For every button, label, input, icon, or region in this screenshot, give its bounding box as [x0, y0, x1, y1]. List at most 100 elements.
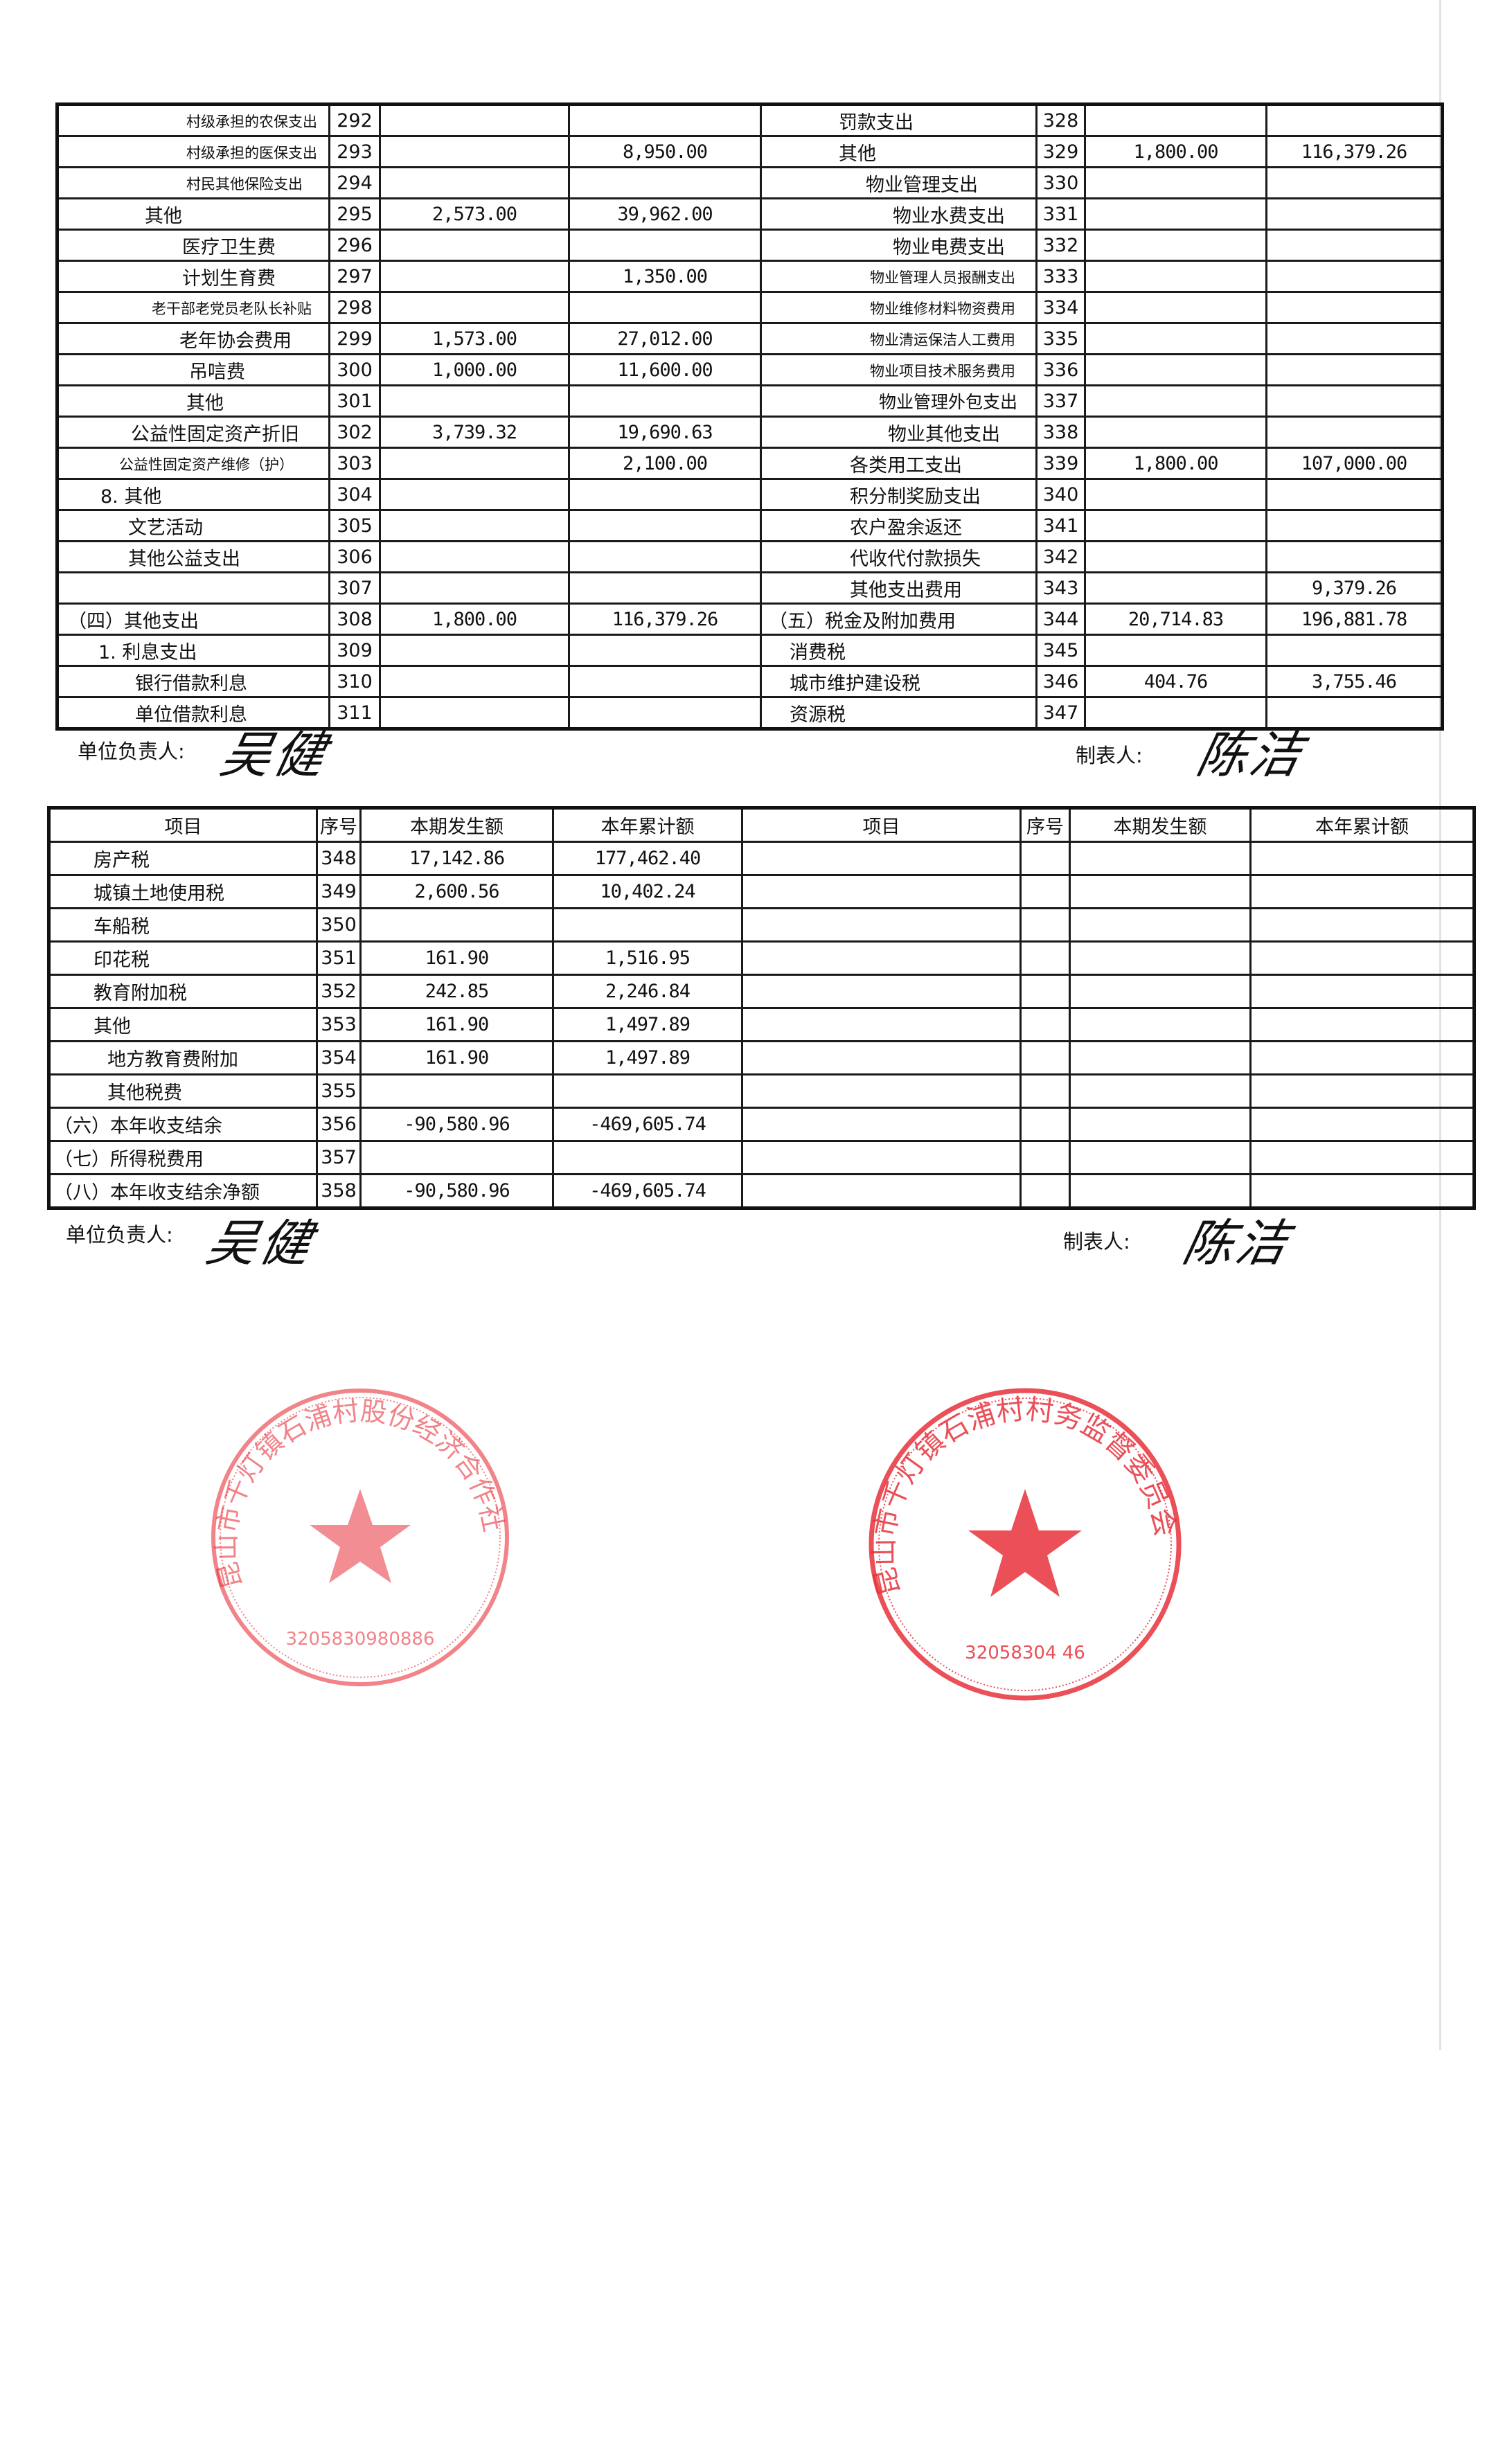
- current-amount-cell: [1084, 540, 1267, 573]
- stamp-left-code: 3205830980886: [285, 1629, 434, 1650]
- item-cell: 老年协会费用: [56, 322, 330, 355]
- current-amount-cell: [1069, 874, 1252, 909]
- cumulative-amount-cell: [1249, 1040, 1475, 1075]
- table-row: 307 其他支出费用 343 9,379.26: [56, 571, 1443, 605]
- table-row: 其他 353 161.90 1,497.89: [48, 1007, 1475, 1042]
- item-cell: 物业其他支出: [760, 416, 1038, 449]
- cumulative-amount-cell: [1265, 229, 1443, 262]
- current-amount-cell: [1069, 907, 1252, 943]
- current-amount-cell: [1084, 103, 1267, 137]
- cumulative-amount-cell: 19,690.63: [568, 416, 762, 449]
- item-cell: 教育附加税: [48, 974, 318, 1009]
- cumulative-amount-cell: 2,100.00: [568, 447, 762, 480]
- current-amount-cell: [1084, 384, 1267, 418]
- cumulative-amount-cell: 1,350.00: [568, 260, 762, 293]
- cumulative-amount-cell: [1249, 907, 1475, 943]
- cumulative-amount-cell: 3,755.46: [1265, 665, 1443, 698]
- seq-cell: 335: [1035, 322, 1086, 355]
- item-cell: 其他税费: [48, 1073, 318, 1109]
- item-label: 车船税: [93, 916, 150, 938]
- item-cell: （六）本年收支结余: [48, 1107, 318, 1142]
- seq-cell: 355: [316, 1073, 362, 1109]
- item-label: 物业电费支出: [893, 236, 1005, 258]
- responsible-signature: 吴健: [215, 726, 333, 784]
- current-amount-cell: 404.76: [1084, 665, 1267, 698]
- cumulative-amount-cell: [568, 103, 762, 137]
- seq-cell: 328: [1035, 103, 1086, 137]
- cumulative-amount-cell: [552, 907, 743, 943]
- cumulative-amount-cell: [568, 634, 762, 667]
- table-row: 其他税费 355: [48, 1073, 1475, 1109]
- item-cell: （五）税金及附加费用: [760, 602, 1038, 636]
- item-label: 文艺活动: [128, 517, 203, 539]
- item-label: 代收代付款损失: [850, 548, 981, 570]
- item-label: 其他公益支出: [128, 548, 240, 570]
- svg-text:昆山市千灯镇石浦村村务监督委员会: 昆山市千灯镇石浦村村务监督委员会: [869, 1393, 1182, 1598]
- responsible-label: 单位负责人:: [78, 740, 185, 763]
- cumulative-amount-cell: 116,379.26: [1265, 135, 1443, 168]
- item-cell: [741, 1107, 1022, 1142]
- cumulative-amount-cell: 107,000.00: [1265, 447, 1443, 480]
- current-amount-cell: [1084, 509, 1267, 542]
- table-row: 银行借款利息 310 城市维护建设税 346 404.76 3,755.46: [56, 665, 1443, 698]
- column-header: 项目: [741, 807, 1022, 843]
- seq-cell: 339: [1035, 447, 1086, 480]
- cumulative-amount-cell: [1249, 1140, 1475, 1175]
- seq-cell: 357: [316, 1140, 362, 1175]
- item-cell: 医疗卫生费: [56, 229, 330, 262]
- cumulative-amount-cell: [1249, 874, 1475, 909]
- seq-cell: 329: [1035, 135, 1086, 168]
- current-amount-cell: -90,580.96: [359, 1173, 554, 1209]
- item-cell: 其他: [56, 384, 330, 418]
- cumulative-amount-cell: 39,962.00: [568, 197, 762, 231]
- cumulative-amount-cell: [1265, 260, 1443, 293]
- cumulative-amount-cell: 9,379.26: [1265, 571, 1443, 605]
- table-row: 教育附加税 352 242.85 2,246.84: [48, 974, 1475, 1009]
- item-cell: 村级承担的农保支出: [56, 103, 330, 137]
- current-amount-cell: [1069, 974, 1252, 1009]
- seq-cell: [1019, 1007, 1071, 1042]
- item-cell: [741, 1173, 1022, 1209]
- seq-cell: [1019, 1140, 1071, 1175]
- current-amount-cell: [379, 509, 570, 542]
- item-cell: [741, 907, 1022, 943]
- item-cell: 罚款支出: [760, 103, 1038, 137]
- cumulative-amount-cell: [1249, 974, 1475, 1009]
- preparer-signature-bottom: 陈洁: [1178, 1214, 1296, 1272]
- column-header: 本期发生额: [359, 807, 554, 843]
- item-label: 其他: [839, 143, 876, 165]
- current-amount-cell: 161.90: [359, 1040, 554, 1075]
- cumulative-amount-cell: [1265, 540, 1443, 573]
- table-row: 城镇土地使用税 349 2,600.56 10,402.24: [48, 874, 1475, 909]
- seq-cell: 347: [1035, 696, 1086, 730]
- current-amount-cell: [359, 907, 554, 943]
- cumulative-amount-cell: [1249, 1073, 1475, 1109]
- item-label: （四）其他支出: [68, 610, 199, 632]
- item-cell: 其他: [760, 135, 1038, 168]
- item-label: 医疗卫生费: [182, 236, 276, 258]
- item-label: 老年协会费用: [179, 330, 292, 352]
- current-amount-cell: [1069, 1107, 1252, 1142]
- seq-cell: [1019, 907, 1071, 943]
- cumulative-amount-cell: [568, 166, 762, 199]
- table-row: 公益性固定资产维修（护） 303 2,100.00 各类用工支出 339 1,800.00…: [56, 447, 1443, 480]
- table-row: 其他公益支出 306 代收代付款损失 342: [56, 540, 1443, 573]
- cumulative-amount-cell: 196,881.78: [1265, 602, 1443, 636]
- item-label: 单位借款利息: [135, 704, 247, 726]
- item-cell: 各类用工支出: [760, 447, 1038, 480]
- item-cell: 村级承担的医保支出: [56, 135, 330, 168]
- item-label: 物业管理外包支出: [879, 392, 1018, 412]
- cumulative-amount-cell: [552, 1140, 743, 1175]
- seq-cell: 337: [1035, 384, 1086, 418]
- table-row: 车船税 350: [48, 907, 1475, 943]
- item-label: 房产税: [93, 850, 150, 871]
- current-amount-cell: [1084, 478, 1267, 511]
- item-cell: 车船税: [48, 907, 318, 943]
- seq-cell: 296: [328, 229, 381, 262]
- table-row: 村级承担的医保支出 293 8,950.00 其他 329 1,800.00 116,379…: [56, 135, 1443, 168]
- current-amount-cell: [1069, 1040, 1252, 1075]
- current-amount-cell: 1,800.00: [1084, 135, 1267, 168]
- cumulative-amount-cell: [1265, 696, 1443, 730]
- item-label: （七）所得税费用: [54, 1149, 204, 1170]
- responsible-label-bottom: 单位负责人:: [66, 1223, 173, 1247]
